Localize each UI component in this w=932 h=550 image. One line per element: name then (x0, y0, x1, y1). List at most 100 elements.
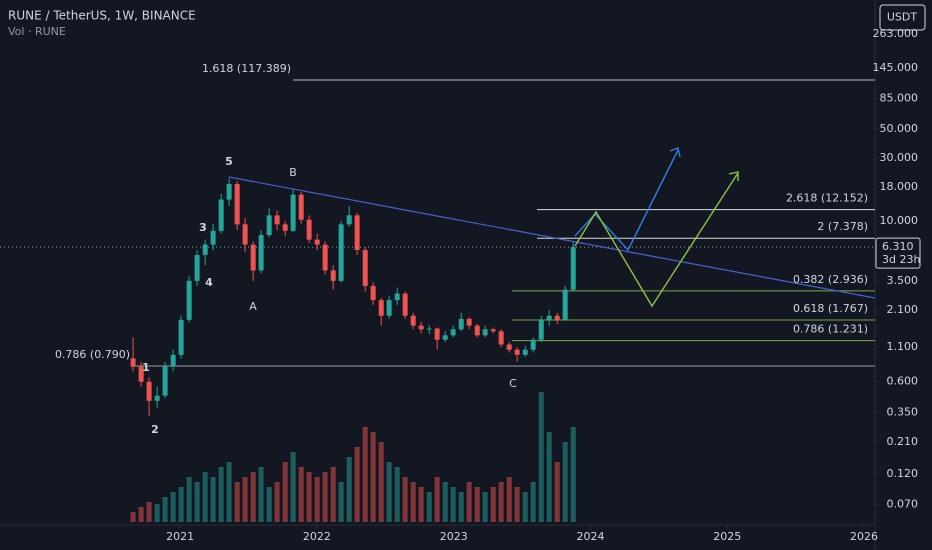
volume-bar (322, 472, 328, 522)
projection-blue (574, 149, 679, 252)
candle-body (426, 328, 432, 330)
candle-body (522, 349, 528, 355)
candle-body (146, 381, 152, 401)
candle-body (546, 315, 552, 320)
wave-label: 3 (199, 221, 207, 234)
y-tick-label: 10.000 (880, 214, 919, 227)
candle-body (402, 293, 408, 316)
volume-bar (306, 472, 312, 522)
wave-label: A (249, 300, 257, 313)
candle-body (442, 335, 448, 340)
candle-body (466, 318, 472, 326)
currency-label: USDT (887, 11, 918, 24)
volume-bar (258, 467, 264, 522)
candle-body (314, 239, 320, 245)
volume-bar (194, 482, 200, 522)
volume-bar (562, 442, 568, 522)
candle-body (410, 315, 416, 326)
volume-bar (266, 487, 272, 522)
fib-label: 0.786 (0.790) (55, 348, 130, 361)
y-tick-label: 0.210 (887, 435, 919, 448)
candle-body (330, 270, 336, 281)
volume-bar (514, 487, 520, 522)
wave-label: 1 (142, 361, 150, 374)
volume-bar (522, 492, 528, 522)
candle-body (474, 325, 480, 336)
x-tick-label: 2025 (713, 530, 741, 543)
y-tick-label: 1.100 (887, 340, 919, 353)
fib-label: 0.786 (1.231) (793, 323, 868, 336)
candle-body (282, 224, 288, 231)
volume-bar (274, 482, 280, 522)
candle-body (154, 395, 160, 401)
last-price-label: 6.310 (882, 240, 914, 253)
volume-bar (434, 477, 440, 522)
candle-body (274, 215, 280, 225)
projection-green (574, 172, 739, 308)
y-tick-label: 145.000 (873, 61, 919, 74)
volume-bar (170, 492, 176, 522)
volume-bar (482, 492, 488, 522)
volume-bar (346, 457, 352, 522)
volume-bar (138, 507, 144, 522)
wave-label: 2 (151, 423, 159, 436)
volume-bar (418, 487, 424, 522)
fib-label: 2 (7.378) (817, 220, 868, 233)
volume-bar (242, 477, 248, 522)
volume-bar (410, 482, 416, 522)
candle-body (138, 366, 144, 382)
candle-body (458, 318, 464, 330)
y-tick-label: 0.120 (887, 467, 919, 480)
candle-body (498, 331, 504, 345)
chart-title: RUNE / TetherUS, 1W, BINANCE (8, 9, 196, 23)
candle-body (130, 358, 136, 367)
x-tick-label: 2024 (576, 530, 604, 543)
candle-body (562, 289, 568, 320)
volume-bar (234, 482, 240, 522)
wave-label: B (289, 166, 297, 179)
volume-bar (338, 482, 344, 522)
volume-bar (378, 442, 384, 522)
volume-bar (538, 392, 544, 522)
candle-body (218, 199, 224, 231)
candle-body (338, 224, 344, 281)
candle-body (226, 184, 232, 200)
candle-body (506, 344, 512, 350)
candle-body (170, 354, 176, 367)
candle-body (482, 329, 488, 336)
volume-bar (506, 477, 512, 522)
volume-bar (202, 472, 208, 522)
volume-bar (474, 487, 480, 522)
y-tick-label: 2.100 (887, 303, 919, 316)
candle-body (434, 328, 440, 340)
candle-body (354, 215, 360, 251)
candle-body (362, 250, 368, 286)
candle-body (394, 293, 400, 301)
volume-bar (330, 467, 336, 522)
candle-body (210, 230, 216, 245)
candle-body (306, 219, 312, 240)
volume-bar (162, 497, 168, 522)
candle-body (202, 244, 208, 256)
volume-bar (282, 462, 288, 522)
volume-bar (314, 477, 320, 522)
currency-button[interactable] (879, 4, 926, 31)
volume-bar (570, 427, 576, 522)
volume-bar (394, 467, 400, 522)
candle-body (418, 325, 424, 330)
candle-body (322, 244, 328, 271)
candle-body (194, 255, 200, 281)
candle-body (370, 285, 376, 301)
volume-bar (442, 482, 448, 522)
candle-body (378, 300, 384, 316)
arrowhead-blue (669, 147, 681, 158)
candle-body (490, 329, 496, 332)
last-price-box (875, 237, 921, 269)
y-tick-label: 30.000 (880, 151, 919, 164)
volume-bar (178, 487, 184, 522)
x-tick-label: 2026 (850, 530, 878, 543)
fib-label: 0.382 (2.936) (793, 273, 868, 286)
x-tick-label: 2021 (166, 530, 194, 543)
